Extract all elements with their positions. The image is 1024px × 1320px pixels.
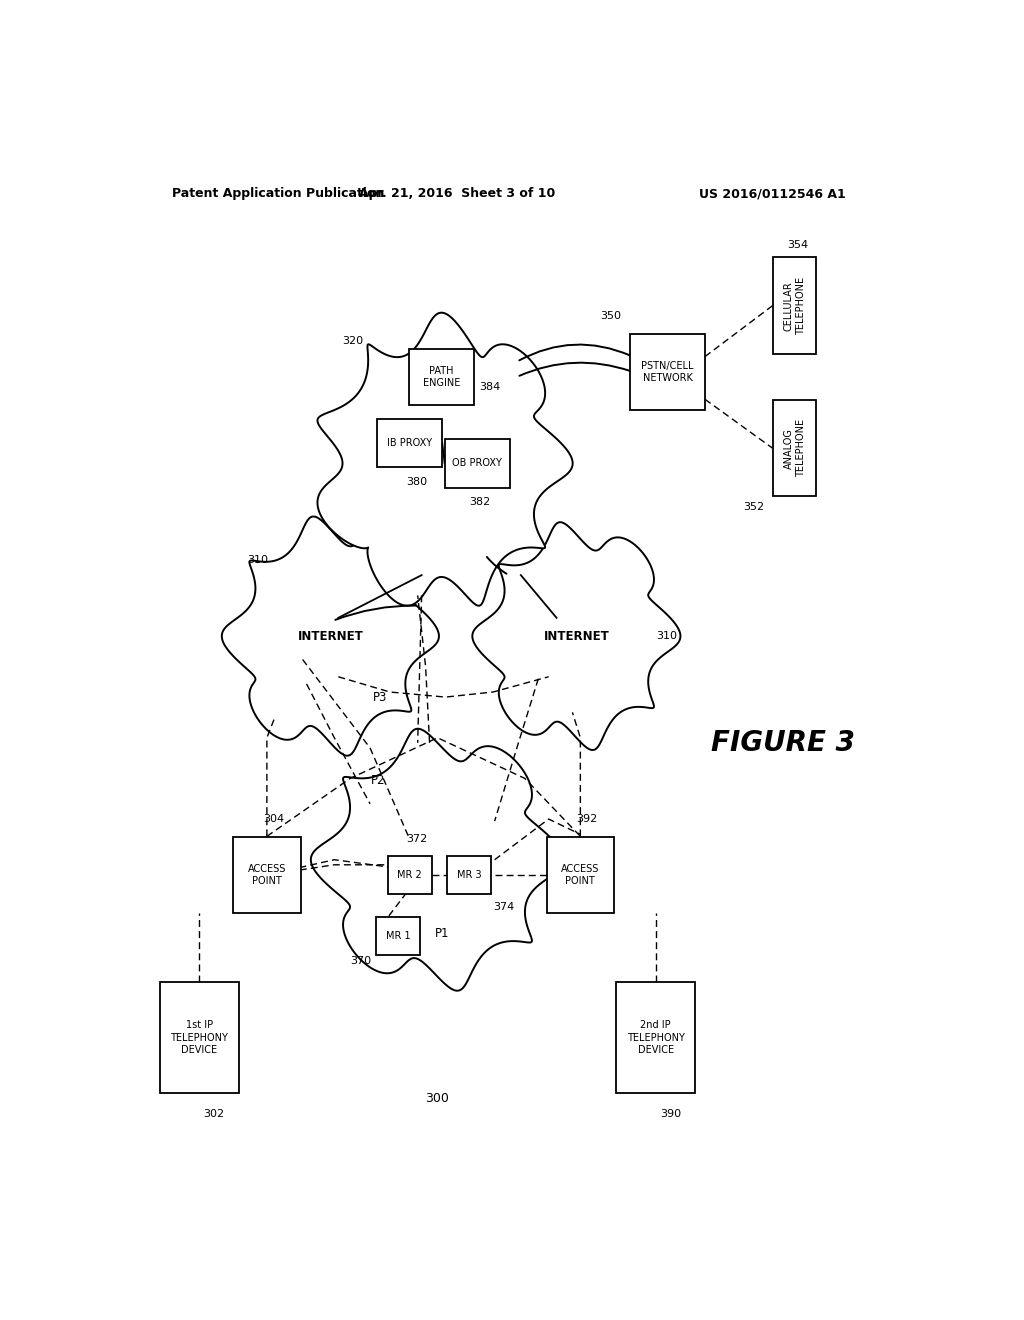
Text: 310: 310 (655, 631, 677, 642)
Text: 382: 382 (469, 496, 490, 507)
Text: P3: P3 (373, 690, 387, 704)
Text: 304: 304 (263, 814, 284, 824)
Text: 380: 380 (406, 477, 427, 487)
FancyArrowPatch shape (519, 345, 630, 360)
Polygon shape (317, 313, 572, 606)
Text: 302: 302 (204, 1109, 224, 1119)
FancyBboxPatch shape (444, 440, 510, 487)
Text: ACCESS
POINT: ACCESS POINT (248, 863, 286, 886)
FancyBboxPatch shape (160, 982, 240, 1093)
Text: MR 2: MR 2 (397, 870, 422, 880)
Text: 310: 310 (247, 554, 268, 565)
Text: PATH
ENGINE: PATH ENGINE (423, 366, 460, 388)
Polygon shape (222, 516, 439, 755)
FancyArrowPatch shape (335, 606, 416, 620)
FancyBboxPatch shape (409, 348, 474, 405)
Text: Apr. 21, 2016  Sheet 3 of 10: Apr. 21, 2016 Sheet 3 of 10 (359, 187, 555, 201)
FancyArrowPatch shape (519, 363, 630, 376)
Text: FIGURE 3: FIGURE 3 (711, 729, 855, 756)
Text: ACCESS
POINT: ACCESS POINT (561, 863, 599, 886)
Text: MR 3: MR 3 (457, 870, 481, 880)
Text: 392: 392 (577, 814, 598, 824)
Text: OB PROXY: OB PROXY (453, 458, 502, 469)
Text: 390: 390 (659, 1109, 681, 1119)
Text: PSTN/CELL
NETWORK: PSTN/CELL NETWORK (641, 360, 694, 383)
Text: 352: 352 (743, 502, 764, 512)
Polygon shape (311, 729, 564, 991)
Text: 372: 372 (406, 834, 427, 845)
Text: INTERNET: INTERNET (544, 630, 609, 643)
Text: 350: 350 (600, 312, 622, 321)
FancyBboxPatch shape (773, 400, 816, 496)
Text: INTERNET: INTERNET (298, 630, 364, 643)
Text: 384: 384 (479, 381, 501, 392)
Text: 374: 374 (494, 903, 514, 912)
Text: CELLULAR
TELEPHONE: CELLULAR TELEPHONE (783, 277, 806, 335)
Text: US 2016/0112546 A1: US 2016/0112546 A1 (699, 187, 846, 201)
FancyBboxPatch shape (773, 257, 816, 354)
FancyBboxPatch shape (233, 837, 301, 913)
Text: P1: P1 (435, 928, 450, 940)
Text: IB PROXY: IB PROXY (387, 438, 432, 447)
FancyArrowPatch shape (486, 557, 507, 574)
Text: ANALOG
TELEPHONE: ANALOG TELEPHONE (783, 418, 806, 477)
Text: 2nd IP
TELEPHONY
DEVICE: 2nd IP TELEPHONY DEVICE (627, 1020, 685, 1055)
Polygon shape (472, 523, 680, 750)
Text: 320: 320 (342, 337, 364, 346)
FancyBboxPatch shape (616, 982, 695, 1093)
Text: 354: 354 (786, 240, 808, 249)
FancyBboxPatch shape (547, 837, 614, 913)
Text: 1st IP
TELEPHONY
DEVICE: 1st IP TELEPHONY DEVICE (170, 1020, 228, 1055)
Text: Patent Application Publication: Patent Application Publication (172, 187, 384, 201)
FancyBboxPatch shape (387, 855, 432, 894)
Text: 370: 370 (350, 957, 372, 966)
Text: MR 1: MR 1 (385, 931, 411, 941)
Text: P2: P2 (371, 774, 385, 787)
FancyBboxPatch shape (447, 855, 492, 894)
Text: 300: 300 (426, 1092, 450, 1105)
FancyBboxPatch shape (630, 334, 706, 411)
FancyBboxPatch shape (376, 916, 420, 956)
FancyBboxPatch shape (377, 418, 442, 467)
